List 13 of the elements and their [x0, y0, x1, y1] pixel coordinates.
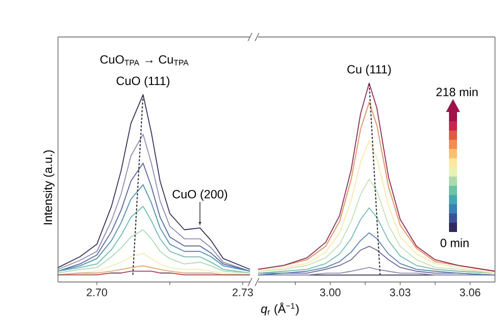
text: CuO$_{TPA}$ → Cu$_{TPA}$ [100, 55, 189, 66]
annotation: Cu (111) [347, 64, 391, 76]
x-axis-title: q$_{r}$ (Å$^{−1}$) [261, 302, 299, 316]
x-tick-label: 2.73 [232, 288, 253, 296]
annotation: CuO (200) [172, 190, 228, 201]
annotation: 0 min [440, 238, 469, 248]
x-tick-label: 3.03 [390, 288, 410, 296]
y-axis-title: Intensity (a.u.) [43, 150, 54, 224]
annotation: 218 min [436, 87, 478, 96]
x-tick-label: 2.70 [86, 288, 108, 296]
annotation: CuO (111) [116, 76, 170, 88]
x-tick-label: 3.06 [460, 288, 480, 296]
x-tick-label: 3.00 [320, 288, 340, 296]
